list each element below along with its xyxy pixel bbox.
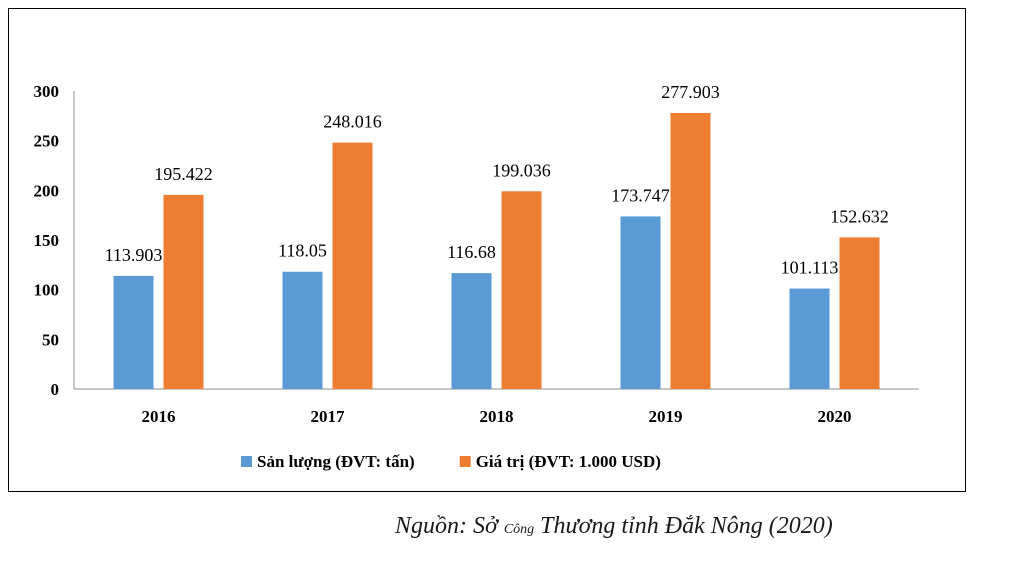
bar-gia-tri [332,142,373,389]
y-tick-label: 100 [34,281,60,300]
data-label: 118.05 [278,241,327,261]
bar-san-luong [113,275,154,389]
data-label: 277.903 [661,82,720,102]
legend-label: Giá trị (ĐVT: 1.000 USD) [476,452,661,471]
y-tick-label: 0 [51,380,60,399]
data-label: 195.422 [154,164,213,184]
y-tick-label: 250 [34,132,60,151]
y-tick-label: 300 [34,82,60,101]
bar-gia-tri [501,191,542,389]
source-suffix: Thương tỉnh Đắk Nông (2020) [534,513,833,539]
chart-frame: 0 50 100 150 200 250 300 2016 113.903 195.422 2017… [8,8,966,492]
data-label: 248.016 [323,112,382,132]
bar-chart: 0 50 100 150 200 250 300 2016 113.903 195.422 2017… [34,82,919,471]
bar-san-luong [282,271,323,389]
legend-swatch [459,456,471,467]
legend-swatch [241,456,252,467]
y-tick-label: 200 [34,181,60,200]
data-label: 173.747 [611,185,670,205]
bar-san-luong [451,273,492,389]
source-note: Nguồn: Sở Công Thương tỉnh Đắk Nông (202… [395,513,833,540]
data-label: 101.113 [781,258,839,278]
source-small: Công [503,522,535,537]
bar-san-luong [620,216,661,389]
bar-gia-tri [163,194,204,389]
bar-gia-tri [839,237,880,389]
data-label: 116.68 [447,242,496,262]
x-tick-label: 2020 [818,407,852,426]
y-tick-label: 150 [34,231,60,250]
data-label: 152.632 [830,206,889,226]
data-label: 199.036 [492,160,551,180]
x-tick-label: 2018 [480,407,514,426]
bar-gia-tri [670,112,711,390]
y-tick-label: 50 [42,330,59,349]
bar-san-luong [789,288,830,389]
data-label: 113.903 [105,245,163,265]
legend-label: Sản lượng (ĐVT: tấn) [257,452,415,471]
x-tick-label: 2017 [311,407,346,426]
x-tick-label: 2019 [649,407,683,426]
x-tick-label: 2016 [142,407,176,426]
source-prefix: Nguồn: Sở [395,513,504,539]
